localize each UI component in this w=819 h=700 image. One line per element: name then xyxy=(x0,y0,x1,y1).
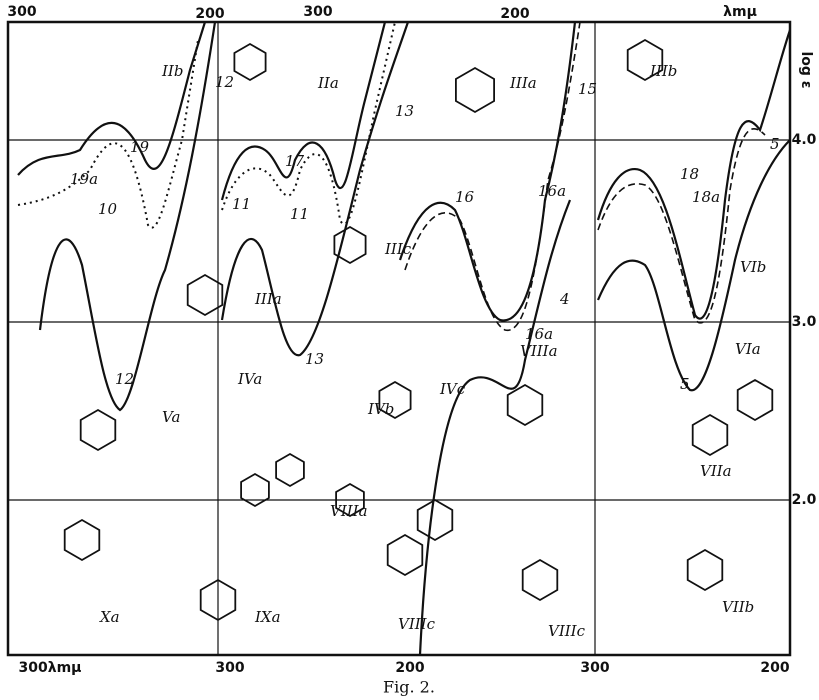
right-axis-title: log ε xyxy=(798,51,814,88)
ring xyxy=(186,273,224,317)
ring xyxy=(378,380,412,420)
top-tick-label: 300 xyxy=(303,4,332,20)
curve-label: 19a xyxy=(70,170,98,188)
ring xyxy=(691,413,729,457)
curve xyxy=(220,21,410,357)
top-tick-label: λmμ xyxy=(723,4,757,20)
curve-label: 10 xyxy=(98,200,118,218)
curve-label: 12 xyxy=(215,73,234,91)
grid xyxy=(8,22,790,655)
bottom-tick-label: 300λmμ xyxy=(19,660,82,676)
curve xyxy=(418,199,572,656)
ring xyxy=(79,408,117,452)
compound-label: IIIa xyxy=(254,290,282,308)
curve-label: 5 xyxy=(680,375,690,393)
bottom-tick-label: 200 xyxy=(395,660,424,676)
compound-label: IIIc xyxy=(384,240,412,258)
compound-label: VIb xyxy=(740,258,766,276)
ring xyxy=(506,383,544,427)
ring xyxy=(240,472,270,508)
compound-label: VIIIc xyxy=(398,615,436,633)
bottom-tick-label: 300 xyxy=(580,660,609,676)
curve-label: 11 xyxy=(232,195,251,213)
ring xyxy=(63,518,101,562)
caption: Fig. 2. xyxy=(383,678,435,697)
compound-label: VIIIc xyxy=(548,622,586,640)
ring xyxy=(736,378,774,422)
compound-label: IIa xyxy=(317,74,339,92)
ring xyxy=(416,498,454,542)
curve-label: 4 xyxy=(559,290,570,308)
ring xyxy=(333,225,367,265)
curve-label: 19 xyxy=(130,138,150,156)
compound-label: VIIa xyxy=(700,462,732,480)
structures xyxy=(63,38,774,622)
curve-label: 5 xyxy=(770,135,780,153)
compound-label: VIIIa xyxy=(330,502,368,520)
curve-label: 13 xyxy=(305,350,324,368)
compound-label: IIIb xyxy=(649,62,677,80)
ring xyxy=(521,558,559,602)
ring xyxy=(626,38,664,82)
ring xyxy=(335,482,365,518)
curve xyxy=(221,21,396,225)
compound-label: VIIIa xyxy=(520,342,558,360)
curve xyxy=(38,21,217,412)
curve xyxy=(17,21,207,176)
right-tick-label: 3.0 xyxy=(792,314,817,330)
curve xyxy=(404,21,581,331)
curve-label: 13 xyxy=(395,102,414,120)
curve-label: 17 xyxy=(285,152,305,170)
ring xyxy=(199,578,237,622)
compound-label: IIb xyxy=(161,62,183,80)
curve xyxy=(398,21,577,322)
bottom-tick-label: 200 xyxy=(760,660,789,676)
ring xyxy=(454,66,496,114)
compound-label: IXa xyxy=(254,608,281,626)
ring xyxy=(233,42,267,82)
curves xyxy=(17,21,792,656)
ring xyxy=(686,548,724,592)
compound-label: Xa xyxy=(99,608,120,626)
curve xyxy=(596,139,791,392)
curve xyxy=(220,21,387,201)
curve-label: 12 xyxy=(115,370,134,388)
right-tick-label: 2.0 xyxy=(792,492,817,508)
right-tick-label: 4.0 xyxy=(792,132,817,148)
top-tick-label: 300 xyxy=(7,4,36,20)
compound-label: IVb xyxy=(367,400,394,418)
compound-label: VIa xyxy=(735,340,761,358)
curve-label: 16a xyxy=(525,325,553,343)
compound-label: Va xyxy=(162,408,180,426)
curve-label: 11 xyxy=(290,205,309,223)
bottom-tick-label: 300 xyxy=(215,660,244,676)
compound-label: IVa xyxy=(237,370,262,388)
curve-label: 18 xyxy=(680,165,699,183)
curve xyxy=(597,128,766,324)
curve xyxy=(596,29,792,320)
curve-label: 16a xyxy=(538,182,566,200)
compound-label: VIIb xyxy=(722,598,754,616)
curve-label: 15 xyxy=(578,80,597,98)
top-tick-label: 200 xyxy=(500,6,529,22)
frame xyxy=(6,20,792,657)
curve xyxy=(17,39,199,229)
curve-label: 18a xyxy=(692,188,720,206)
compound-label: IIIa xyxy=(509,74,537,92)
ring xyxy=(386,533,424,577)
compound-label: IVc xyxy=(439,380,466,398)
curve-label: 16 xyxy=(455,188,475,206)
ring xyxy=(275,452,305,488)
top-tick-label: 200 xyxy=(195,6,224,22)
